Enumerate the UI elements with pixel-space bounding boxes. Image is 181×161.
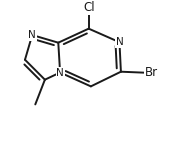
Text: N: N: [116, 37, 123, 47]
Text: Cl: Cl: [83, 1, 94, 14]
Text: N: N: [56, 67, 64, 77]
Text: N: N: [28, 30, 36, 40]
Text: Br: Br: [145, 66, 158, 80]
